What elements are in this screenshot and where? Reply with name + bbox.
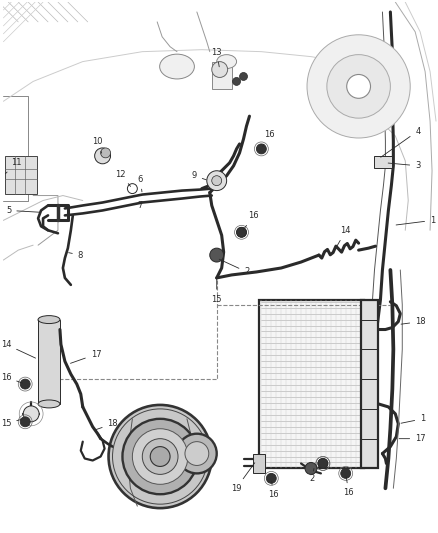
Circle shape [237, 227, 247, 237]
Text: 1: 1 [401, 414, 425, 423]
Text: 7: 7 [138, 200, 143, 209]
Text: 4: 4 [381, 126, 420, 157]
Circle shape [20, 379, 30, 389]
Ellipse shape [38, 400, 60, 408]
Text: 15: 15 [212, 278, 222, 304]
Ellipse shape [38, 316, 60, 324]
Text: 16: 16 [243, 212, 259, 230]
Circle shape [20, 417, 30, 427]
Text: 18: 18 [401, 317, 426, 326]
Text: 16: 16 [1, 373, 23, 383]
Circle shape [240, 72, 247, 80]
Text: 10: 10 [92, 137, 103, 153]
Circle shape [109, 405, 212, 508]
Text: 17: 17 [399, 434, 426, 443]
Circle shape [237, 227, 247, 237]
Text: 14: 14 [337, 226, 351, 246]
Text: 19: 19 [231, 463, 255, 493]
Circle shape [95, 148, 110, 164]
Bar [212, 62, 232, 90]
Circle shape [327, 55, 390, 118]
Text: 1: 1 [396, 216, 435, 225]
Circle shape [177, 434, 217, 473]
Ellipse shape [160, 54, 194, 79]
Text: 2: 2 [219, 259, 250, 277]
Text: 2: 2 [309, 469, 314, 483]
Text: 8: 8 [69, 251, 83, 260]
Circle shape [347, 75, 371, 98]
Circle shape [23, 406, 39, 422]
Ellipse shape [217, 55, 237, 69]
Text: 6: 6 [138, 175, 143, 192]
Circle shape [123, 419, 198, 494]
Text: 18: 18 [95, 419, 118, 430]
Bar [360, 300, 378, 469]
Circle shape [142, 439, 178, 474]
Bar [5, 156, 37, 193]
Bar [38, 320, 60, 404]
Text: 9: 9 [191, 171, 206, 180]
Circle shape [150, 447, 170, 466]
Circle shape [266, 473, 276, 483]
Text: 12: 12 [115, 169, 131, 187]
Bar [259, 300, 364, 469]
Text: 16: 16 [263, 130, 275, 147]
Circle shape [210, 248, 224, 262]
Circle shape [101, 148, 110, 158]
Circle shape [341, 469, 351, 478]
Circle shape [318, 458, 328, 469]
Text: 5: 5 [6, 206, 40, 215]
Text: 14: 14 [1, 340, 35, 358]
Circle shape [305, 463, 317, 474]
Text: 11: 11 [5, 158, 22, 174]
Bar [374, 156, 392, 168]
Circle shape [307, 35, 410, 138]
Circle shape [212, 62, 228, 77]
Circle shape [132, 429, 188, 484]
Circle shape [127, 184, 138, 193]
Text: 13: 13 [212, 47, 222, 67]
Circle shape [185, 442, 209, 465]
Text: 15: 15 [1, 419, 21, 429]
Text: 17: 17 [71, 350, 101, 364]
Text: 16: 16 [343, 476, 354, 497]
Text: 16: 16 [268, 481, 279, 499]
Circle shape [318, 458, 328, 469]
Circle shape [207, 171, 226, 191]
Circle shape [212, 176, 222, 185]
Circle shape [256, 144, 266, 154]
Bar [254, 454, 265, 473]
Circle shape [233, 77, 240, 85]
Text: 3: 3 [388, 161, 420, 170]
